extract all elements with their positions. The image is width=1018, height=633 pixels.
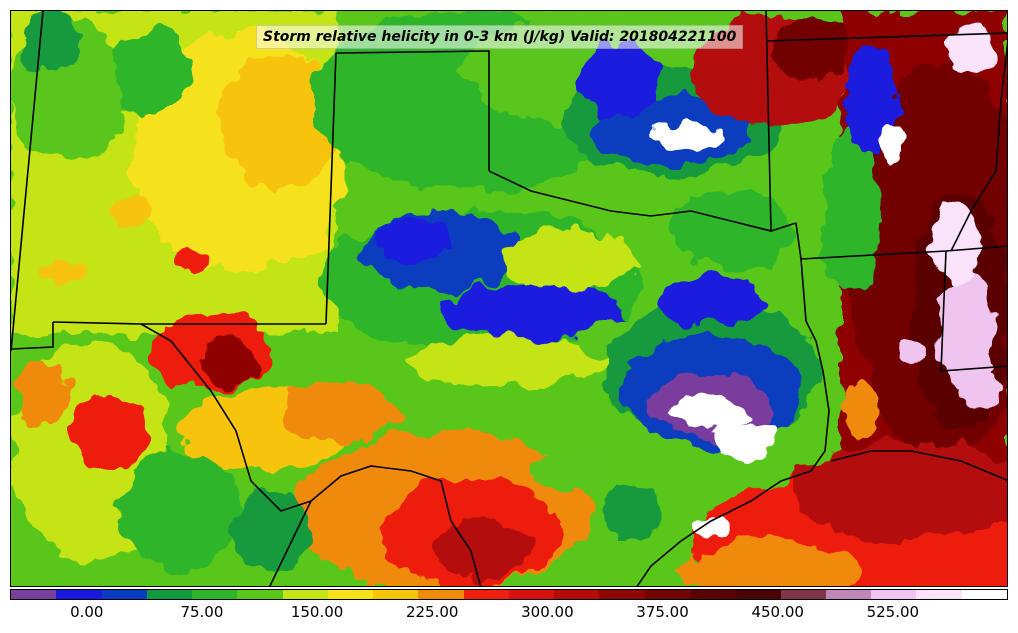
colorbar-tick-label: 150.00 [290,603,344,621]
colorbar-swatch [282,590,328,599]
colorbar-tick-label: 450.00 [751,603,804,621]
colorbar-swatch [916,590,962,599]
state-boundaries [11,11,1007,586]
colorbar-swatch [192,590,238,599]
colorbar-swatch [146,590,193,599]
colorbar-tick-label: 375.00 [636,603,689,621]
colorbar-swatch [871,590,917,599]
colorbar-swatch [101,590,147,599]
colorbar-swatch [237,590,283,599]
colorbar-swatch [11,590,57,599]
colorbar-tick-labels: 0.00 75.00 150.00 225.00 300.00 375.00 450.00 5… [10,600,1008,630]
colorbar-swatch [599,590,645,599]
field-detail [39,124,1003,541]
colorbar-swatch [327,590,374,599]
colorbar-swatch [825,590,872,599]
colorbar-tick-label: 525.00 [866,603,920,621]
colorbar-swatch [735,590,781,599]
colorbar-tick-label: 0.00 [70,603,104,621]
colorbar-swatch [644,590,690,599]
map-title: Storm relative helicity in 0-3 km (J/kg)… [256,25,744,49]
colorbar-tick-label: 300.00 [521,603,574,621]
colorbar-swatch [418,590,464,599]
field-layers [11,11,1007,586]
colorbar [10,589,1008,600]
colorbar-swatch [554,590,600,599]
colorbar-tick-label: 75.00 [180,603,224,621]
map-frame: Storm relative helicity in 0-3 km (J/kg)… [10,10,1008,587]
colorbar-swatch [508,590,555,599]
colorbar-tick-label: 225.00 [405,603,459,621]
colorbar-swatch [463,590,509,599]
colorbar-swatch [373,590,419,599]
colorbar-swatch [780,590,826,599]
colorbar-swatch [56,590,102,599]
helicity-map [11,11,1007,586]
colorbar-swatch [689,590,736,599]
colorbar-swatch [961,590,1007,599]
